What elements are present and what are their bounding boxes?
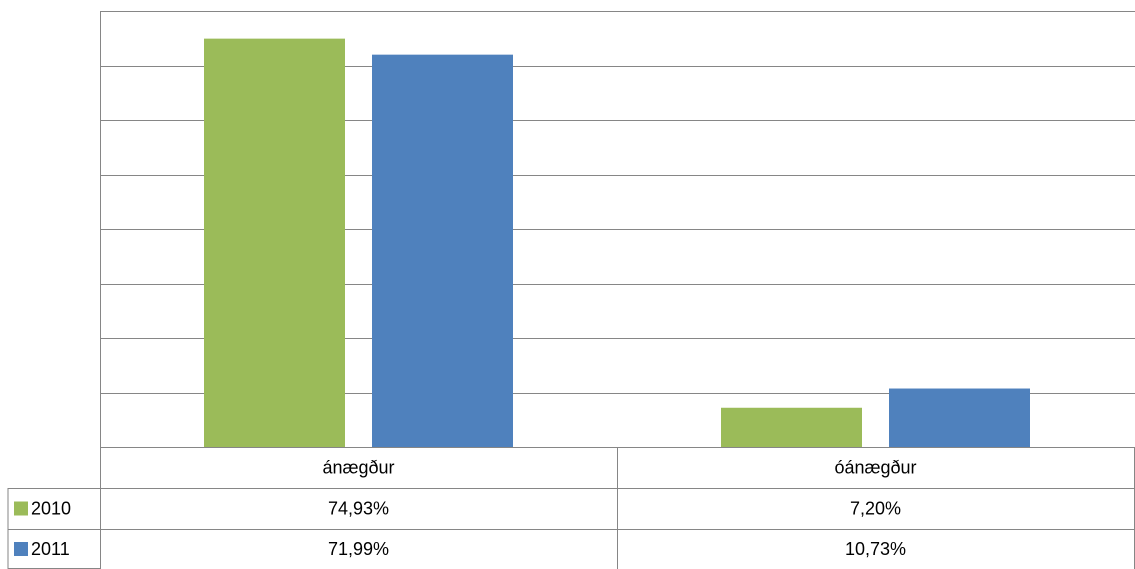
category-label: óánægður (834, 457, 916, 477)
value-label: 71,99% (328, 539, 389, 559)
category-label: ánægður (322, 457, 394, 477)
value-label: 10,73% (845, 539, 906, 559)
legend-swatch (14, 542, 28, 556)
legend-label: 2011 (31, 539, 70, 559)
bar (372, 54, 513, 447)
bar (889, 388, 1030, 447)
value-label: 7,20% (850, 498, 901, 518)
legend-label: 2010 (31, 498, 71, 518)
value-label: 74,93% (328, 498, 389, 518)
bar (721, 407, 862, 447)
bar (204, 38, 345, 447)
legend-swatch (14, 501, 28, 516)
